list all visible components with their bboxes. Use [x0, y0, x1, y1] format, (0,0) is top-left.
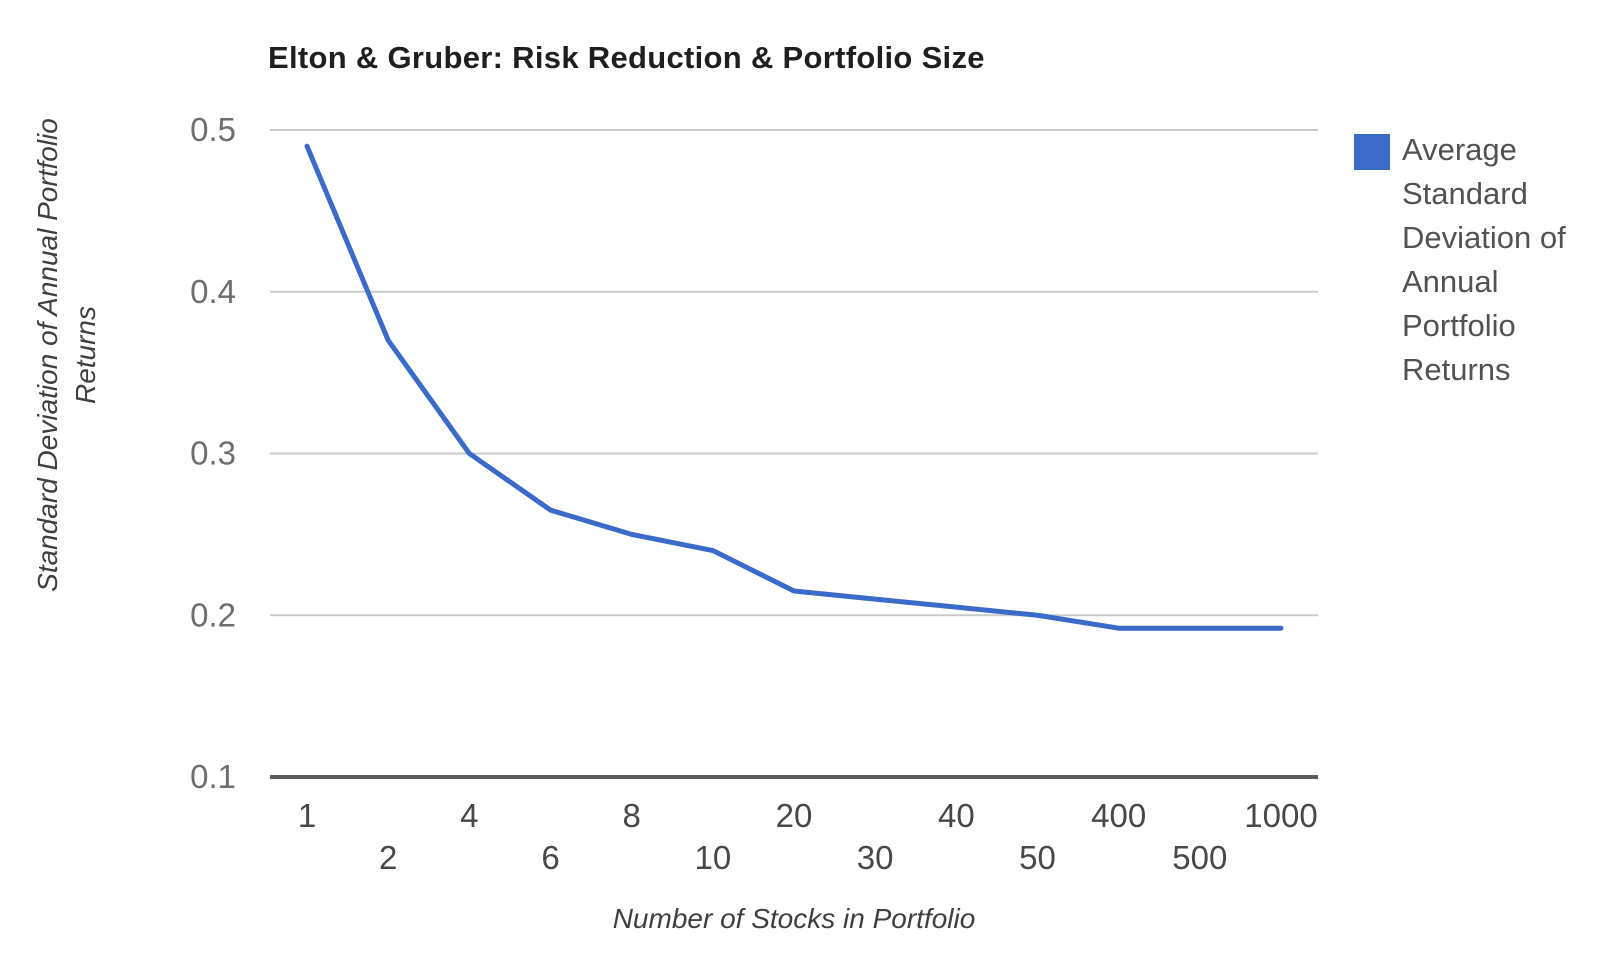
x-tick-label: 40 [938, 797, 975, 834]
x-tick-label: 1 [298, 797, 316, 834]
y-tick-label: 0.5 [190, 111, 236, 148]
x-tick-label: 10 [694, 839, 731, 876]
chart-title: Elton & Gruber: Risk Reduction & Portfol… [268, 40, 985, 75]
x-tick-label: 500 [1172, 839, 1227, 876]
x-tick-label: 400 [1091, 797, 1146, 834]
legend: Average Standard Deviation of Annual Por… [1352, 128, 1596, 392]
x-tick-label: 8 [622, 797, 640, 834]
y-tick-label: 0.2 [190, 596, 236, 633]
x-tick-label: 20 [776, 797, 813, 834]
x-tick-label: 4 [460, 797, 478, 834]
x-axis-title: Number of Stocks in Portfolio [612, 903, 976, 934]
x-tick-label: 30 [857, 839, 894, 876]
legend-label: Average Standard Deviation of Annual Por… [1402, 132, 1566, 387]
y-tick-label: 0.1 [190, 758, 236, 795]
x-tick-label: 2 [379, 839, 397, 876]
x-tick-label: 6 [541, 839, 559, 876]
x-tick-label: 50 [1019, 839, 1056, 876]
y-tick-label: 0.4 [190, 273, 236, 310]
x-tick-label: 1000 [1244, 797, 1317, 834]
series-line [304, 143, 1284, 631]
legend-swatch [1354, 134, 1390, 170]
y-tick-label: 0.3 [190, 435, 236, 472]
